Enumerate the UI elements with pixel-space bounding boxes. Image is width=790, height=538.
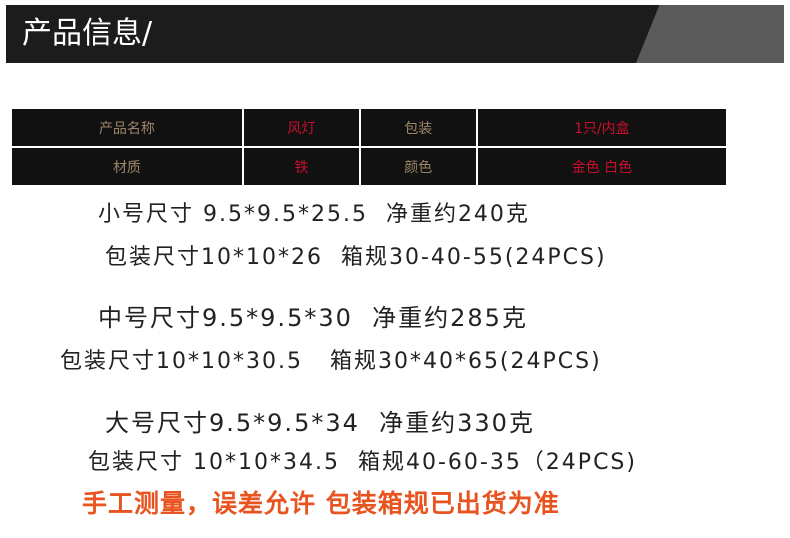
spec-line: 中号尺寸9.5*9.5*30 净重约285克 [98,304,528,332]
spec-line: 大号尺寸9.5*9.5*34 净重约330克 [105,409,535,437]
cell: 1只/内盒 [477,109,726,146]
cell: 颜色 [360,148,476,185]
spec-line: 小号尺寸 9.5*9.5*25.5 净重约240克 [98,202,530,227]
header-accent [636,5,784,63]
cell: 风灯 [243,109,359,146]
cell: 材质 [12,148,242,185]
note: 手工测量，误差允许 包装箱规已出货为准 [82,489,560,518]
cell: 金色 白色 [477,148,726,185]
spec-line: 包装尺寸10*10*30.5 箱规30*40*65(24PCS) [60,349,602,374]
cell: 产品名称 [12,109,242,146]
header-title: 产品信息/ [22,16,153,51]
info-table: 产品名称 风灯 包装 1只/内盒 材质 铁 颜色 金色 白色 [10,107,728,187]
spec-line: 包装尺寸10*10*26 箱规30-40-55(24PCS) [105,245,607,270]
header-bar: 产品信息/ [6,5,784,63]
spec-line: 包装尺寸 10*10*34.5 箱规40-60-35（24PCS) [88,450,637,475]
cell: 包装 [360,109,476,146]
cell: 铁 [243,148,359,185]
